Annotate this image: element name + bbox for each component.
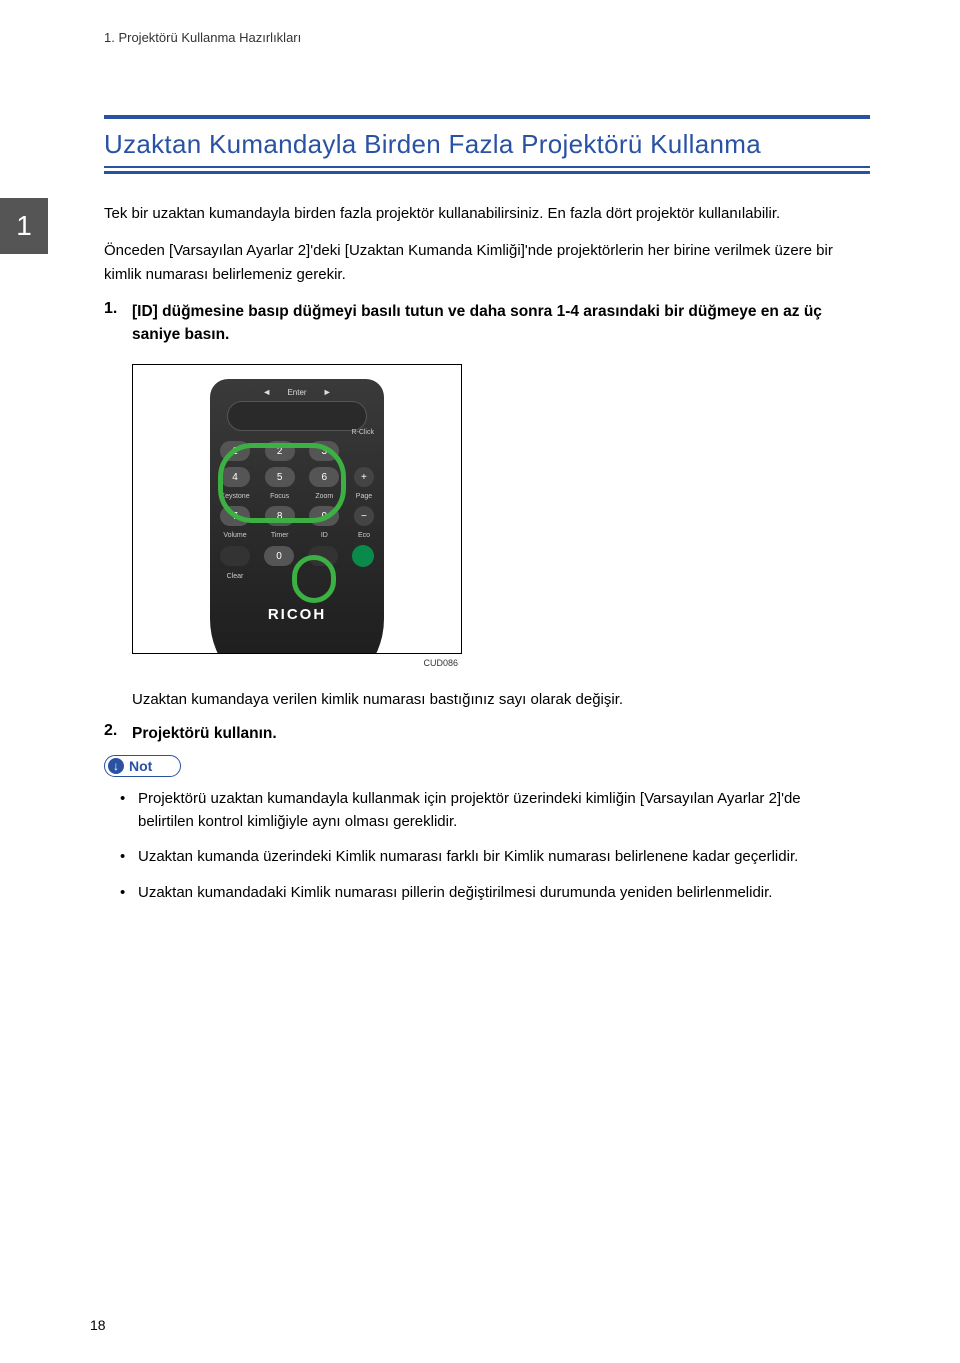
step-1-num: 1. <box>104 300 132 347</box>
highlight-numbers-icon <box>218 443 346 523</box>
step-2-num: 2. <box>104 722 132 745</box>
step-1-text: [ID] düğmesine basıp düğmeyi basılı tutu… <box>132 300 870 347</box>
left-arrow-icon: ◄ <box>262 387 271 397</box>
eco-button-icon <box>352 545 374 567</box>
remote-frame: ◄ Enter ► R-Click 1 2 3 4 <box>132 364 462 654</box>
note-bullets: • Projektörü uzaktan kumandayla kullanma… <box>120 787 860 904</box>
r-click-label: R-Click <box>351 429 374 436</box>
bullet-2-text: Uzaktan kumanda üzerindeki Kimlik numara… <box>138 845 798 868</box>
step-1: 1. [ID] düğmesine basıp düğmeyi basılı t… <box>104 300 870 347</box>
step-2-text: Projektörü kullanın. <box>132 722 277 745</box>
step-list: 1. [ID] düğmesine basıp düğmeyi basılı t… <box>104 300 870 347</box>
right-arrow-icon: ► <box>323 387 332 397</box>
enter-label: Enter <box>287 388 306 397</box>
btn-plus: + <box>354 467 374 487</box>
chapter-header: 1. Projektörü Kullanma Hazırlıkları <box>104 30 870 45</box>
bullet-2: • Uzaktan kumanda üzerindeki Kimlik numa… <box>120 845 860 868</box>
intro-p2: Önceden [Varsayılan Ayarlar 2]'deki [Uza… <box>104 239 870 286</box>
bullet-dot-icon: • <box>120 881 138 904</box>
down-arrow-icon: ↓ <box>108 758 124 774</box>
note-badge: ↓ Not <box>104 755 870 777</box>
highlight-id-icon <box>292 555 336 603</box>
title-block: Uzaktan Kumandayla Birden Fazla Projektö… <box>104 115 870 174</box>
bullet-dot-icon: • <box>120 787 138 834</box>
page: 1. Projektörü Kullanma Hazırlıkları 1 Uz… <box>0 0 960 1363</box>
brand-logo: RICOH <box>220 606 374 623</box>
enter-row: ◄ Enter ► <box>220 387 374 397</box>
title-rule-top <box>104 115 870 119</box>
step-2: 2. Projektörü kullanın. <box>104 722 870 745</box>
btn-vol <box>220 546 250 566</box>
bullet-3-text: Uzaktan kumandadaki Kimlik numarası pill… <box>138 881 772 904</box>
figure-code: CUD086 <box>132 658 458 668</box>
step-list-2: 2. Projektörü kullanın. <box>104 722 870 745</box>
lbl-timer: Timer <box>265 532 295 539</box>
dpad <box>227 401 367 431</box>
note-label: Not <box>129 758 152 774</box>
lbl-volume: Volume <box>220 532 250 539</box>
lbl-id: ID <box>309 532 339 539</box>
title-rule-bottom <box>104 166 870 174</box>
note-pill: ↓ Not <box>104 755 181 777</box>
button-grid: 1 2 3 4 5 6 + Keystone Focus Zoom <box>220 441 374 580</box>
page-number: 18 <box>90 1317 106 1333</box>
page-title: Uzaktan Kumandayla Birden Fazla Projektö… <box>104 123 870 166</box>
after-figure-text: Uzaktan kumandaya verilen kimlik numaras… <box>132 688 870 711</box>
btn-minus: − <box>354 506 374 526</box>
remote-figure: ◄ Enter ► R-Click 1 2 3 4 <box>132 364 462 668</box>
bullet-dot-icon: • <box>120 845 138 868</box>
side-tab: 1 <box>0 198 48 254</box>
bullet-1: • Projektörü uzaktan kumandayla kullanma… <box>120 787 860 834</box>
remote-body: ◄ Enter ► R-Click 1 2 3 4 <box>210 379 384 654</box>
bullet-1-text: Projektörü uzaktan kumandayla kullanmak … <box>138 787 860 834</box>
bullet-3: • Uzaktan kumandadaki Kimlik numarası pi… <box>120 881 860 904</box>
btn-0: 0 <box>264 546 294 566</box>
lbl-eco: Eco <box>354 532 374 539</box>
lbl-clear: Clear <box>220 573 250 580</box>
lbl-page: Page <box>354 493 374 500</box>
intro-p1: Tek bir uzaktan kumandayla birden fazla … <box>104 202 870 225</box>
